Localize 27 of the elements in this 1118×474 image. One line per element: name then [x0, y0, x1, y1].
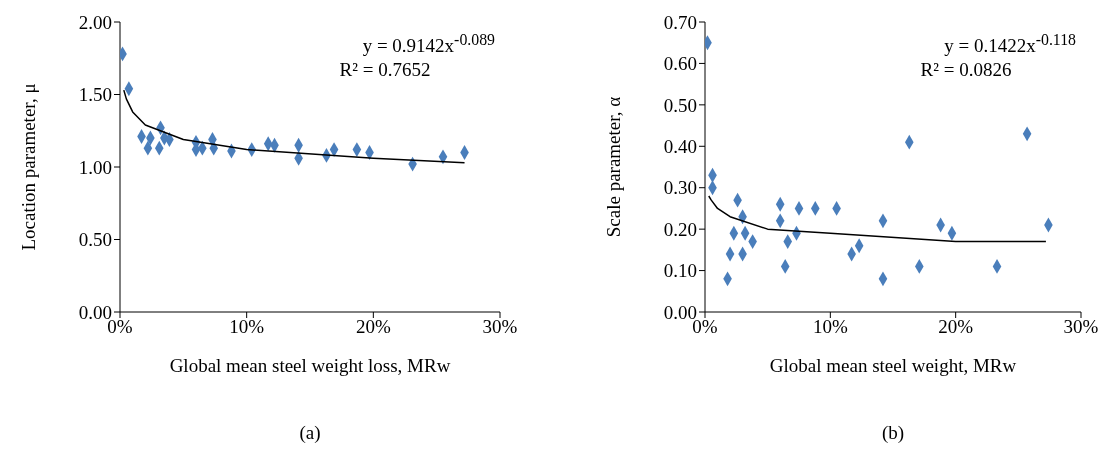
y-axis-title: Scale parameter, α	[602, 96, 624, 238]
annotation: y = 0.9142x$^{-0.089}$	[361, 30, 495, 59]
x-axis-title: Global mean steel weight, MRw	[769, 355, 1017, 376]
annotation: R² = 0.0826	[919, 58, 1013, 83]
x-tick-label: 10%	[812, 316, 848, 338]
y-tick-label: 0.60	[663, 53, 697, 75]
y-tick-label: 0.20	[663, 218, 697, 240]
text: (a)	[298, 422, 322, 444]
annotation: R² = 0.7652	[338, 58, 432, 83]
x-axis-title: Global mean steel weight loss, MRw	[169, 355, 451, 376]
y-tick-label: 0.50	[663, 94, 697, 116]
y-tick-label: 1.00	[78, 156, 112, 178]
y-tick-label: 2.00	[78, 11, 112, 33]
text: (b)	[880, 422, 906, 444]
x-tick-label: 10%	[229, 316, 265, 338]
x-tick-label: 30%	[482, 316, 518, 338]
x-tick-label: 20%	[938, 316, 974, 338]
y-axis-title: Location parameter, μ	[17, 83, 39, 251]
y-tick-label: 1.50	[78, 84, 112, 106]
y-tick-label: 0.40	[663, 136, 697, 158]
y-tick-label: 0.30	[663, 177, 697, 199]
x-tick-label: 30%	[1063, 316, 1099, 338]
y-tick-label: 0.10	[663, 260, 697, 282]
x-tick-label: 20%	[355, 316, 391, 338]
y-tick-label: 0.50	[78, 229, 112, 251]
y-tick-label: 0.70	[663, 11, 697, 33]
annotation: y = 0.1422x$^{-0.118}$	[943, 30, 1076, 59]
